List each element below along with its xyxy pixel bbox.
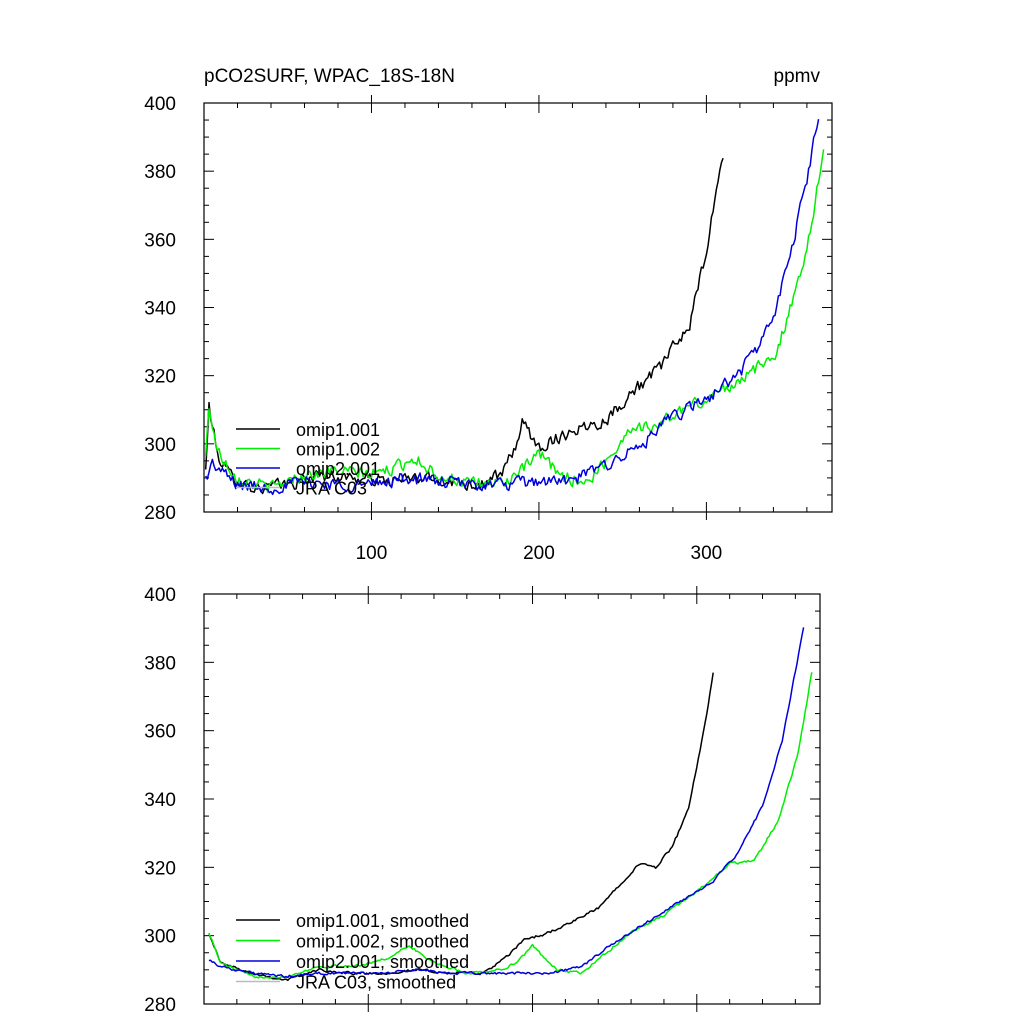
y-tick-label: 340 <box>144 299 176 320</box>
y-tick-label: 360 <box>144 722 176 743</box>
legend-label: JRA C03 <box>296 479 367 499</box>
y-tick-label: 380 <box>144 653 176 674</box>
y-tick-label: 400 <box>144 94 176 115</box>
y-tick-label: 300 <box>144 435 176 456</box>
series-line <box>208 672 813 979</box>
x-tick-label: 100 <box>356 543 388 564</box>
x-tick-label: 300 <box>691 543 723 564</box>
legend-label: omip1.001, smoothed <box>296 911 469 931</box>
plot-frame <box>203 102 833 513</box>
series-line <box>204 157 724 495</box>
legend-label: JRA C03, smoothed <box>296 973 456 993</box>
y-tick-label: 400 <box>144 585 176 606</box>
y-tick-label: 320 <box>144 367 176 388</box>
panel-smoothed: 280 300 320 340 360 380 400 omip1.001, smoothed… <box>144 585 821 1016</box>
legend-label: omip2.001, smoothed <box>296 952 469 972</box>
y-tick-label: 280 <box>144 503 176 524</box>
x-tick-label: 200 <box>523 543 555 564</box>
tick-marks <box>204 95 832 520</box>
y-tick-label: 300 <box>144 927 176 948</box>
y-tick-label: 340 <box>144 790 176 811</box>
legend-label: omip1.002, smoothed <box>296 932 469 952</box>
legend-label: omip1.001 <box>296 420 380 440</box>
y-tick-label: 360 <box>144 230 176 251</box>
y-tick-label: 280 <box>144 995 176 1016</box>
plot-frame <box>203 593 821 1005</box>
panel-units: ppmv <box>774 66 821 87</box>
y-tick-label: 380 <box>144 162 176 183</box>
series-line <box>205 118 820 496</box>
legend-label: omip2.001 <box>296 459 380 479</box>
panel-title: pCO2SURF, WPAC_18S-18N <box>204 66 455 87</box>
series-line <box>208 627 805 979</box>
y-tick-label: 320 <box>144 858 176 879</box>
legend-label: omip1.002 <box>296 440 380 460</box>
